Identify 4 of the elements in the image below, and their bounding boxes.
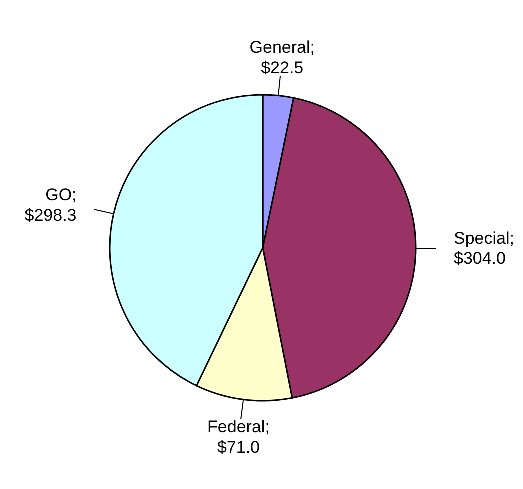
slice-label: General; $22.5 xyxy=(250,38,315,78)
slice-label: Special; $304.0 xyxy=(454,228,514,268)
slice-label: GO; $298.3 xyxy=(24,185,77,225)
slice-label: Federal; $71.0 xyxy=(208,417,270,457)
